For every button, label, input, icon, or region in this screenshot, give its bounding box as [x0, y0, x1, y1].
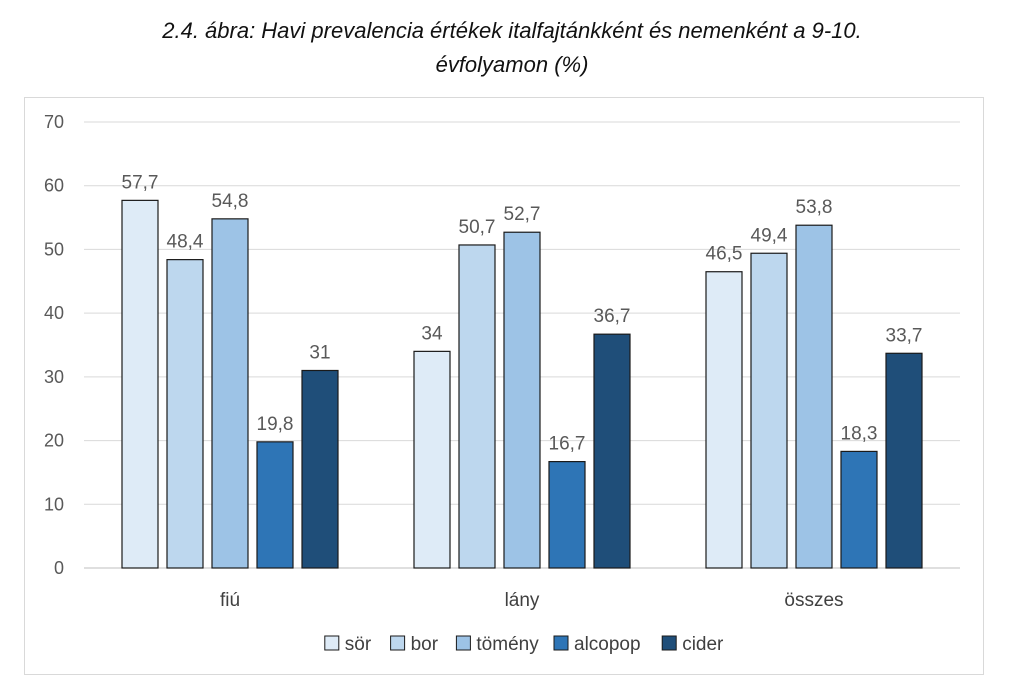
- data-label: 53,8: [796, 197, 833, 218]
- bar-bor-lány: [458, 244, 496, 569]
- bar-sör-összes: [705, 271, 743, 569]
- data-label: 34: [421, 323, 443, 344]
- x-category-label: lány: [505, 590, 540, 611]
- bar-tömény-lány: [503, 231, 541, 569]
- y-tick-label: 60: [44, 176, 64, 196]
- y-tick-label: 0: [54, 558, 64, 578]
- chart-title: 2.4. ábra: Havi prevalencia értékek ital…: [0, 14, 1024, 82]
- bar-alcopop-összes: [840, 450, 878, 569]
- chart-title-line-1: 2.4. ábra: Havi prevalencia értékek ital…: [162, 18, 862, 43]
- x-category-label: összes: [784, 590, 843, 611]
- legend-swatch: [455, 635, 471, 651]
- data-label: 18,3: [841, 423, 878, 444]
- data-labels: 57,7 48,4 54,8 19,8 31 34 50,7 52,7 16,7 36,7 46,5…: [122, 172, 923, 454]
- chart-title-line-2: évfolyamon (%): [435, 52, 589, 77]
- data-label: 16,7: [549, 434, 586, 455]
- x-axis-categories: fiú lány összes: [220, 590, 844, 611]
- y-tick-label: 70: [44, 112, 64, 132]
- legend-label: alcopop: [574, 634, 641, 655]
- data-label: 57,7: [122, 172, 159, 193]
- legend-swatch: [390, 635, 406, 651]
- legend-swatch: [324, 635, 340, 651]
- legend-item-tömény: tömény: [455, 634, 539, 655]
- data-label: 52,7: [504, 204, 541, 225]
- legend-label: sör: [345, 634, 372, 655]
- bar-alcopop-lány: [548, 460, 586, 569]
- data-label: 48,4: [167, 232, 204, 253]
- y-tick-label: 30: [44, 367, 64, 387]
- bars: [121, 199, 923, 569]
- bar-bor-fiú: [166, 259, 204, 569]
- bar-cider-összes: [885, 352, 923, 569]
- legend-item-alcopop: alcopop: [553, 634, 641, 655]
- legend-label: bor: [411, 634, 439, 655]
- legend-label: cider: [682, 634, 724, 655]
- legend-swatch: [553, 635, 569, 651]
- data-label: 54,8: [212, 191, 249, 212]
- bar-tömény-összes: [795, 224, 833, 569]
- data-label: 33,7: [886, 325, 923, 346]
- x-category-label: fiú: [220, 590, 240, 611]
- legend-item-sör: sör: [324, 634, 372, 655]
- bar-alcopop-fiú: [256, 441, 294, 569]
- bar-sör-lány: [413, 350, 451, 569]
- legend: sör bor tömény alcopop cider: [324, 634, 724, 655]
- bar-cider-fiú: [301, 369, 339, 569]
- data-label: 46,5: [706, 244, 743, 265]
- y-tick-label: 50: [44, 239, 64, 259]
- y-axis-ticks: 0 10 20 30 40 50 60 70: [44, 112, 64, 578]
- y-tick-label: 10: [44, 494, 64, 514]
- y-tick-label: 40: [44, 303, 64, 323]
- y-tick-label: 20: [44, 431, 64, 451]
- data-label: 36,7: [594, 306, 631, 327]
- bar-tömény-fiú: [211, 218, 249, 569]
- data-label: 31: [309, 342, 330, 363]
- legend-item-bor: bor: [390, 634, 439, 655]
- bar-bor-összes: [750, 252, 788, 569]
- legend-label: tömény: [476, 634, 539, 655]
- data-label: 19,8: [257, 414, 294, 435]
- data-label: 49,4: [751, 225, 788, 246]
- bar-cider-lány: [593, 333, 631, 569]
- legend-swatch: [661, 635, 677, 651]
- legend-item-cider: cider: [661, 634, 724, 655]
- data-label: 50,7: [459, 217, 496, 238]
- bar-sör-fiú: [121, 199, 159, 569]
